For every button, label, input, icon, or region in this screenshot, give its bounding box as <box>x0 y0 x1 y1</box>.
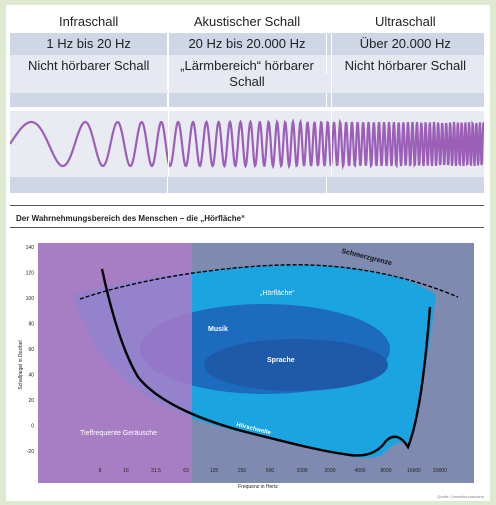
header-ultraschall: Ultraschall <box>325 11 484 33</box>
range-akustischer-schall: 20 Hz bis 20.000 Hz <box>167 33 325 55</box>
hoerflaeche-label: „Hörfläche“ <box>260 290 295 297</box>
wave-band <box>9 111 486 177</box>
musik-label: Musik <box>208 326 228 333</box>
sound-range-table: Infraschall Akustischer Schall Ultrascha… <box>10 11 484 107</box>
range-infraschall: 1 Hz bis 20 Hz <box>46 36 131 51</box>
x-tick-label: 8 <box>99 468 102 474</box>
y-tick-label: 120 <box>26 271 35 277</box>
column-divider <box>331 11 332 177</box>
x-tick-label: 16000 <box>407 468 421 474</box>
divider-line <box>10 227 484 228</box>
empty-cell <box>167 177 325 193</box>
empty-cell <box>167 93 325 107</box>
hoerschwelle-curve <box>100 268 432 457</box>
empty-cell <box>10 93 167 107</box>
description-infraschall: Nicht hörbarer Schall <box>27 58 150 73</box>
y-axis-label: Schallpegel in Dezibel <box>18 340 24 389</box>
x-tick-label: 2000 <box>324 468 335 474</box>
x-tick-label: 63 <box>183 468 189 474</box>
y-tick-label: 0 <box>31 424 34 430</box>
y-axis-ticks: 140 120 100 80 60 40 20 0 -20 <box>26 245 35 455</box>
x-tick-label: 31,5 <box>151 468 161 474</box>
x-tick-label: 20000 <box>433 468 447 474</box>
x-tick-label: 1000 <box>296 468 307 474</box>
tieffrequent-band <box>38 243 192 483</box>
x-tick-label: 4000 <box>354 468 365 474</box>
chart-title: Der Wahrnehmungsbereich des Menschen – d… <box>16 214 246 223</box>
y-tick-label: 80 <box>28 322 34 328</box>
schmerzgrenze-curve <box>79 264 459 300</box>
y-tick-label: 20 <box>28 398 34 404</box>
x-axis-label: Frequenz in Hertz <box>238 484 278 490</box>
column-divider <box>168 11 169 177</box>
sprache-label: Sprache <box>267 357 295 364</box>
range-ultraschall: Über 20.000 Hz <box>325 33 484 55</box>
hoerflaeche-chart: 140 120 100 80 60 40 20 0 -20 8 16 31,5 63 125 250 500… <box>18 243 474 490</box>
sound-wave-line <box>9 118 486 170</box>
header-infraschall: Infraschall <box>59 14 119 29</box>
table-bottom-row <box>10 177 484 193</box>
x-tick-label: 500 <box>266 468 275 474</box>
x-tick-label: 250 <box>238 468 247 474</box>
description-ultraschall: Nicht hörbarer Schall <box>325 55 484 74</box>
sound-wave <box>9 118 486 170</box>
x-axis-ticks: 8 16 31,5 63 125 250 500 1000 2000 4000 8000 16000 2… <box>99 468 448 474</box>
sprache-area <box>204 339 388 391</box>
header-akustischer-schall: Akustischer Schall <box>167 11 325 33</box>
y-tick-label: 140 <box>26 245 35 251</box>
x-tick-label: 16 <box>123 468 129 474</box>
x-tick-label: 125 <box>210 468 219 474</box>
description-akustischer-schall: „Lärmbereich“ hörbarer Schall <box>167 55 325 90</box>
y-tick-label: -20 <box>27 449 34 455</box>
empty-cell <box>325 177 484 193</box>
x-tick-label: 8000 <box>380 468 391 474</box>
source-note: Quelle: Umweltbundesamt <box>437 494 484 499</box>
y-tick-label: 60 <box>28 347 34 353</box>
divider-line <box>10 205 484 206</box>
y-tick-label: 40 <box>28 373 34 379</box>
tieffrequent-label: Tieffrequente Geräusche <box>80 430 157 437</box>
y-tick-label: 100 <box>26 296 35 302</box>
empty-cell <box>10 177 167 193</box>
slide-canvas: Infraschall Akustischer Schall Ultrascha… <box>6 5 490 501</box>
empty-cell <box>325 93 484 107</box>
